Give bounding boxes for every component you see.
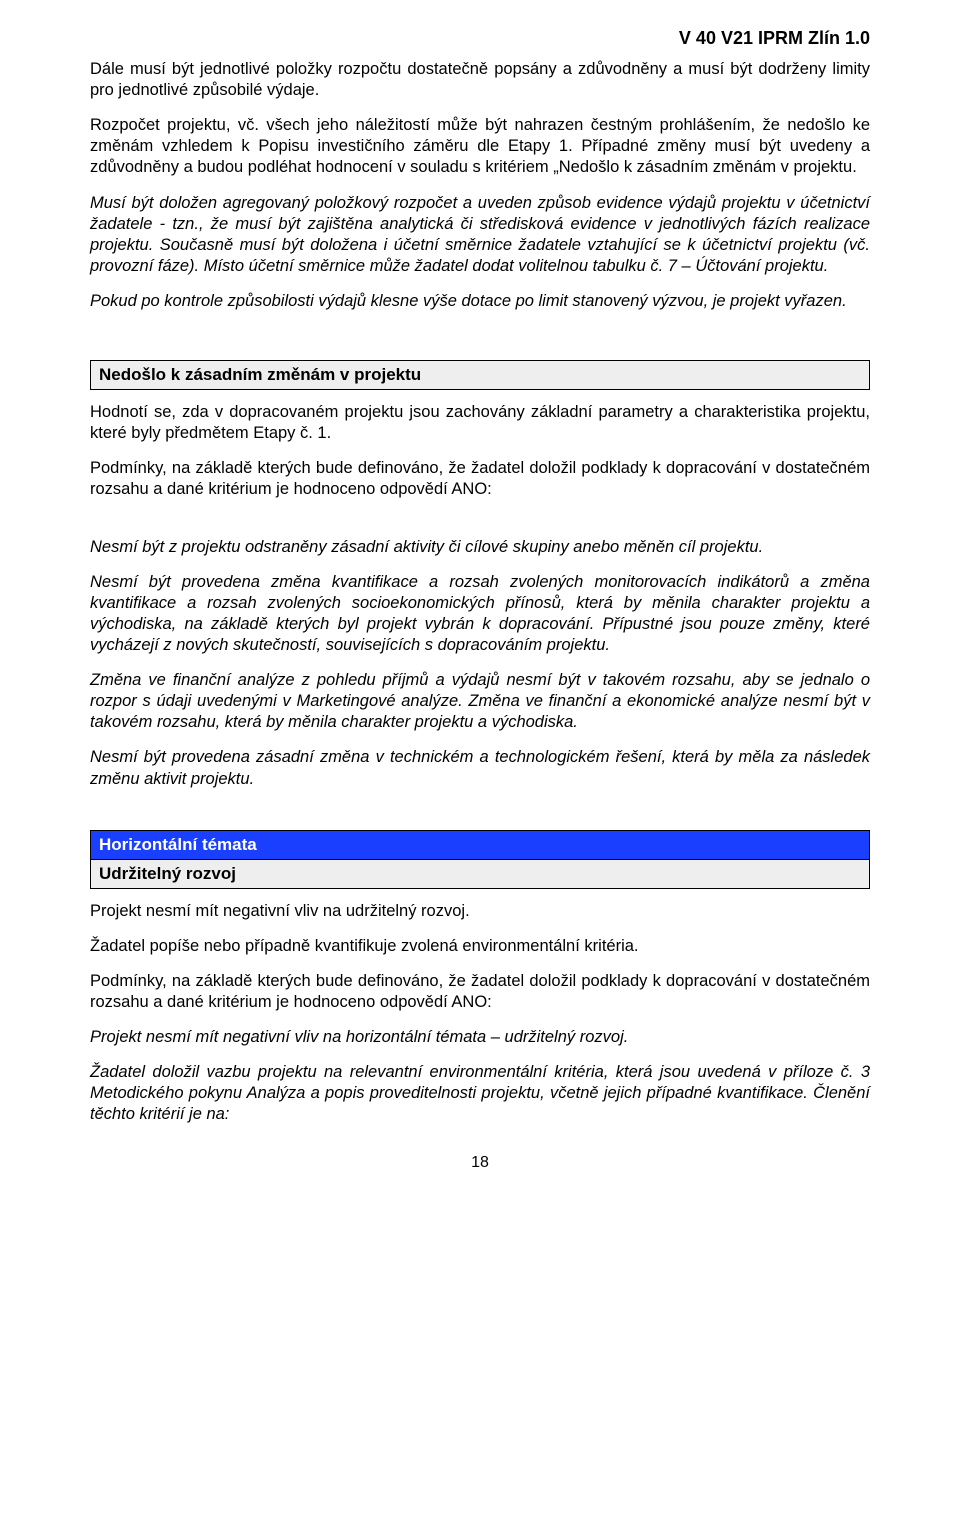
paragraph-italic: Změna ve finanční analýze z pohledu příj… bbox=[90, 670, 870, 733]
paragraph-italic: Žadatel doložil vazbu projektu na releva… bbox=[90, 1062, 870, 1125]
document-page: V 40 V21 IPRM Zlín 1.0 Dále musí být jed… bbox=[0, 0, 960, 1519]
paragraph-italic: Pokud po kontrole způsobilosti výdajů kl… bbox=[90, 291, 870, 312]
paragraph-italic: Projekt nesmí mít negativní vliv na hori… bbox=[90, 1027, 870, 1048]
paragraph-italic: Nesmí být provedena změna kvantifikace a… bbox=[90, 572, 870, 656]
paragraph: Rozpočet projektu, vč. všech jeho náleži… bbox=[90, 115, 870, 178]
section-heading-grey: Udržitelný rozvoj bbox=[91, 860, 869, 888]
paragraph: Projekt nesmí mít negativní vliv na udrž… bbox=[90, 901, 870, 922]
section-heading-table: Horizontální témata Udržitelný rozvoj bbox=[90, 830, 870, 889]
header-code: V 40 V21 IPRM Zlín 1.0 bbox=[90, 28, 870, 49]
section-heading-blue: Horizontální témata bbox=[91, 831, 869, 860]
paragraph-italic: Musí být doložen agregovaný položkový ro… bbox=[90, 193, 870, 277]
section-heading-box: Nedošlo k zásadním změnám v projektu bbox=[90, 360, 870, 390]
paragraph-italic: Nesmí být provedena zásadní změna v tech… bbox=[90, 747, 870, 789]
paragraph-italic: Nesmí být z projektu odstraněny zásadní … bbox=[90, 537, 870, 558]
spacer bbox=[90, 515, 870, 537]
paragraph: Dále musí být jednotlivé položky rozpočt… bbox=[90, 59, 870, 101]
paragraph: Hodnotí se, zda v dopracovaném projektu … bbox=[90, 402, 870, 444]
paragraph: Žadatel popíše nebo případně kvantifikuj… bbox=[90, 936, 870, 957]
paragraph: Podmínky, na základě kterých bude defino… bbox=[90, 971, 870, 1013]
page-number: 18 bbox=[90, 1154, 870, 1172]
paragraph: Podmínky, na základě kterých bude defino… bbox=[90, 458, 870, 500]
